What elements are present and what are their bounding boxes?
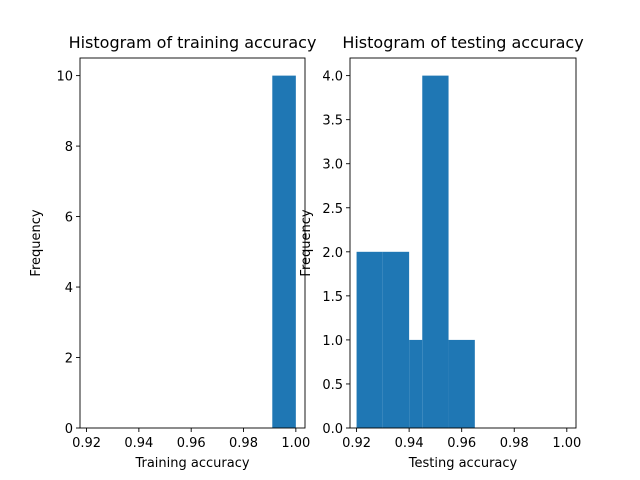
x-tick-label: 0.96 <box>447 436 476 451</box>
y-tick-label: 0 <box>65 422 73 437</box>
y-tick-label: 3.0 <box>322 158 343 173</box>
x-tick-label: 1.00 <box>281 436 310 451</box>
x-tick-label: 0.92 <box>342 436 371 451</box>
y-tick-label: 4.0 <box>322 70 343 85</box>
x-tick-label: 0.98 <box>229 436 258 451</box>
x-tick-label: 1.00 <box>552 436 581 451</box>
y-axis-label: Frequency <box>29 209 44 276</box>
x-tick-label: 0.94 <box>124 436 153 451</box>
y-tick-label: 6 <box>65 211 73 226</box>
x-tick-label: 0.92 <box>72 436 101 451</box>
y-tick-label: 2.5 <box>322 202 343 217</box>
y-axis-label: Frequency <box>299 209 314 276</box>
x-axis-label: Training accuracy <box>134 456 249 471</box>
x-tick-label: 0.98 <box>500 436 529 451</box>
histogram-bar <box>409 339 423 428</box>
y-tick-label: 2 <box>65 352 73 367</box>
y-tick-label: 10 <box>56 70 73 85</box>
y-tick-label: 1.5 <box>322 290 343 305</box>
y-tick-label: 4 <box>65 281 73 296</box>
y-tick-label: 3.5 <box>322 114 343 129</box>
y-tick-label: 2.0 <box>322 246 343 261</box>
y-tick-label: 1.0 <box>322 334 343 349</box>
histogram-bar <box>422 75 449 428</box>
x-tick-label: 0.96 <box>177 436 206 451</box>
x-tick-label: 0.94 <box>395 436 424 451</box>
x-axis-label: Testing accuracy <box>408 456 518 471</box>
y-tick-label: 0.5 <box>322 378 343 393</box>
plot-frame <box>79 57 306 429</box>
chart-title: Histogram of testing accuracy <box>342 33 583 52</box>
testing-accuracy-histogram: 0.92 0.94 0.96 0.98 1.00 0.0 0.5 1.0 1.5 2.0 2.5 3.… <box>299 33 584 471</box>
plot-frame <box>349 57 577 429</box>
histogram-bar <box>356 251 383 428</box>
histogram-bar <box>382 251 410 428</box>
training-accuracy-histogram: 0.92 0.94 0.96 0.98 1.00 0 2 4 6 8 10 Histogram of … <box>29 33 316 471</box>
chart-title: Histogram of training accuracy <box>69 33 317 52</box>
histogram-bar <box>448 339 475 428</box>
y-tick-label: 0.0 <box>322 422 343 437</box>
histogram-bar <box>272 75 296 428</box>
y-tick-label: 8 <box>65 140 73 155</box>
